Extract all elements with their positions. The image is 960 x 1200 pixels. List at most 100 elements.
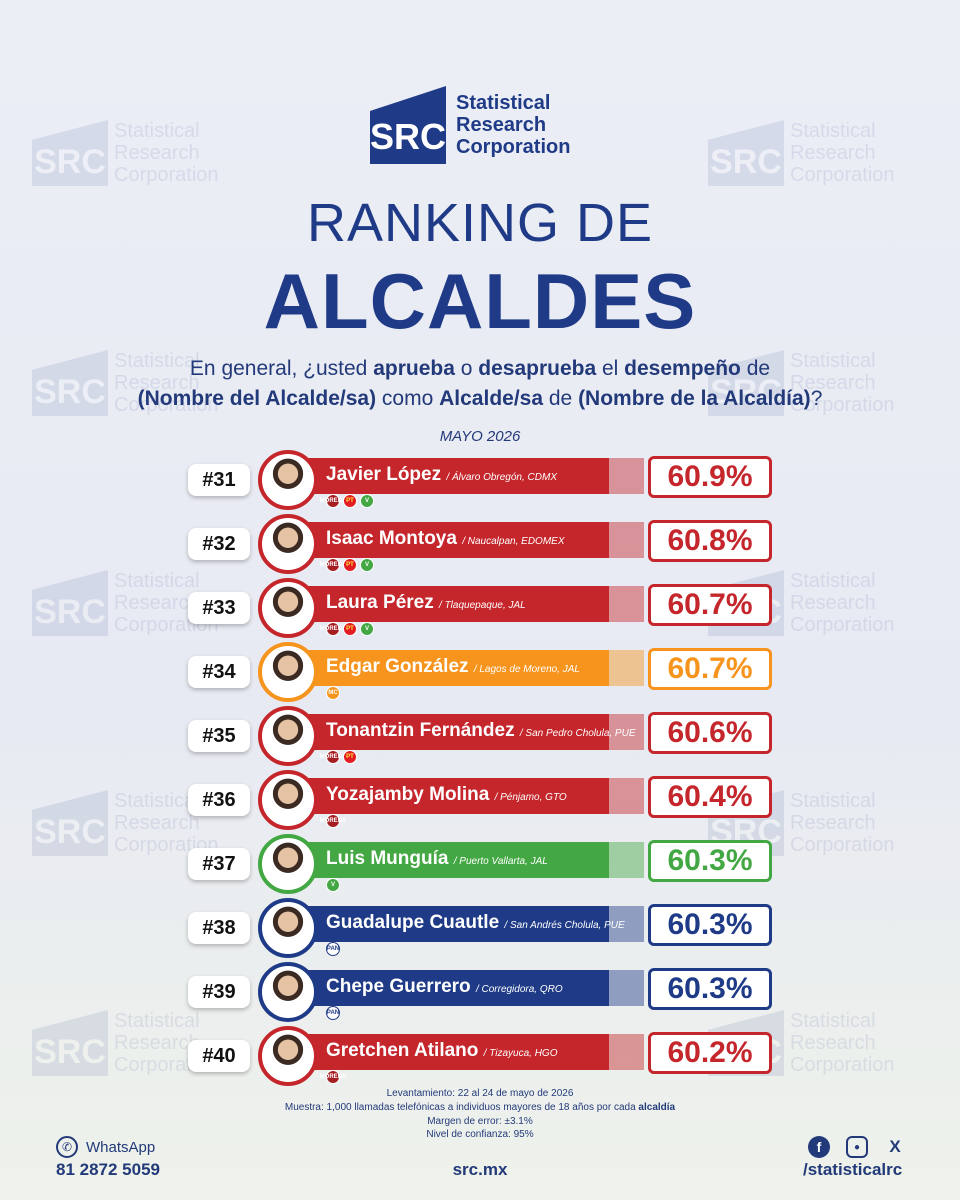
approval-percentage: 60.3%: [648, 904, 772, 946]
party-pan-icon: PAN: [326, 1006, 340, 1020]
mayor-location: / Puerto Vallarta, JAL: [453, 856, 548, 867]
mayor-name: Tonantzin Fernández: [326, 720, 515, 741]
party-logos: MORENA: [320, 814, 346, 828]
mayor-location: / Tlaquepaque, JAL: [439, 600, 526, 611]
approval-bar: Gretchen Atilano / Tizayuca, HGO: [290, 1034, 644, 1070]
src-logo: SRC Statistical Research Corporation: [370, 86, 570, 164]
logo-mark: SRC: [370, 86, 446, 164]
rank-badge: #35: [188, 720, 250, 752]
rank-badge: #36: [188, 784, 250, 816]
mayor-location: / San Pedro Cholula, PUE: [519, 728, 636, 739]
mayor-location: / Tizayuca, HGO: [483, 1048, 558, 1059]
rank-badge: #33: [188, 592, 250, 624]
mayor-location: / Naucalpan, EDOMEX: [462, 536, 565, 547]
avatar: [258, 450, 318, 510]
ranking-row: #34 Edgar González / Lagos de Moreno, JA…: [0, 640, 960, 704]
avatar: [258, 578, 318, 638]
rank-badge: #40: [188, 1040, 250, 1072]
survey-dates: Levantamiento: 22 al 24 de mayo de 2026: [386, 1088, 574, 1099]
approval-percentage: 60.6%: [648, 712, 772, 754]
avatar: [258, 770, 318, 830]
approval-bar: Tonantzin Fernández / San Pedro Cholula,…: [290, 714, 644, 750]
website-link[interactable]: src.mx: [452, 1160, 508, 1179]
approval-percentage: 60.3%: [648, 968, 772, 1010]
party-logos: PAN: [326, 1006, 340, 1020]
avatar: [258, 898, 318, 958]
party-pvem-icon: V: [326, 878, 340, 892]
whatsapp-contact[interactable]: ✆ WhatsApp: [56, 1136, 155, 1158]
avatar: [258, 514, 318, 574]
party-pt-icon: PT: [343, 494, 357, 508]
approval-bar: Chepe Guerrero / Corregidora, QRO: [290, 970, 644, 1006]
mayor-location: / San Andrés Cholula, PUE: [504, 920, 625, 931]
title-line1: RANKING DE: [306, 193, 654, 253]
phone-number[interactable]: 81 2872 5059: [56, 1160, 160, 1179]
party-pvem-icon: V: [360, 558, 374, 572]
title-line2: ALCALDES: [263, 257, 697, 345]
approval-bar: Luis Munguía / Puerto Vallarta, JAL: [290, 842, 644, 878]
party-morena-icon: MORENA: [320, 558, 346, 572]
approval-percentage: 60.7%: [648, 648, 772, 690]
mayor-name: Guadalupe Cuautle: [326, 912, 500, 933]
rank-badge: #38: [188, 912, 250, 944]
party-mc-icon: MC: [326, 686, 340, 700]
mayor-name: Isaac Montoya: [326, 528, 457, 549]
ranking-row: #38 Guadalupe Cuautle / San Andrés Cholu…: [0, 896, 960, 960]
avatar: [258, 642, 318, 702]
party-logos: MORENA PT V: [320, 494, 374, 508]
party-morena-icon: MORENA: [320, 750, 346, 764]
approval-percentage: 60.8%: [648, 520, 772, 562]
facebook-icon[interactable]: f: [808, 1136, 830, 1158]
party-morena-icon: MORENA: [320, 1070, 346, 1084]
approval-bar: Edgar González / Lagos de Moreno, JAL: [290, 650, 644, 686]
mayor-name: Edgar González: [326, 656, 469, 677]
ranking-row: #32 Isaac Montoya / Naucalpan, EDOMEX MO…: [0, 512, 960, 576]
survey-sample: Muestra: 1,000 llamadas telefónicas a in…: [284, 1102, 676, 1113]
mayor-name: Laura Pérez: [326, 592, 434, 613]
rank-badge: #39: [188, 976, 250, 1008]
ranking-row: #36 Yozajamby Molina / Pénjamo, GTO MORE…: [0, 768, 960, 832]
party-logos: MORENA: [320, 1070, 346, 1084]
party-pt-icon: PT: [343, 558, 357, 572]
ranking-row: #39 Chepe Guerrero / Corregidora, QRO PA…: [0, 960, 960, 1024]
party-logos: MORENA PT V: [320, 558, 374, 572]
mayor-name: Yozajamby Molina: [326, 784, 490, 805]
avatar: [258, 962, 318, 1022]
approval-bar: Laura Pérez / Tlaquepaque, JAL: [290, 586, 644, 622]
party-logos: PAN: [326, 942, 340, 956]
mayor-location: / Corregidora, QRO: [475, 984, 563, 995]
party-logos: MORENA PT: [320, 750, 357, 764]
whatsapp-label: WhatsApp: [86, 1138, 156, 1156]
party-pt-icon: PT: [343, 622, 357, 636]
approval-percentage: 60.4%: [648, 776, 772, 818]
social-handle[interactable]: /statisticalrc: [803, 1160, 903, 1179]
mayor-name: Luis Munguía: [326, 848, 449, 869]
mayor-location: / Lagos de Moreno, JAL: [473, 664, 580, 675]
instagram-icon[interactable]: ●: [846, 1136, 868, 1158]
ranking-row: #35 Tonantzin Fernández / San Pedro Chol…: [0, 704, 960, 768]
party-pvem-icon: V: [360, 494, 374, 508]
whatsapp-icon: ✆: [56, 1136, 78, 1158]
confidence-level: Nivel de confianza: 95%: [426, 1129, 534, 1140]
approval-percentage: 60.2%: [648, 1032, 772, 1074]
party-logos: MC: [326, 686, 340, 700]
x-icon[interactable]: X: [889, 1137, 901, 1156]
approval-bar: Isaac Montoya / Naucalpan, EDOMEX: [290, 522, 644, 558]
approval-bar: Javier López / Álvaro Obregón, CDMX: [290, 458, 644, 494]
survey-question: En general, ¿usted aprueba o desaprueba …: [137, 357, 823, 410]
ranking-row: #33 Laura Pérez / Tlaquepaque, JAL MOREN…: [0, 576, 960, 640]
party-pt-icon: PT: [343, 750, 357, 764]
mayor-name: Javier López: [326, 464, 442, 485]
mayor-name: Gretchen Atilano: [326, 1040, 479, 1061]
mayor-location: / Álvaro Obregón, CDMX: [446, 472, 557, 483]
approval-bar: Guadalupe Cuautle / San Andrés Cholula, …: [290, 906, 644, 942]
approval-percentage: 60.7%: [648, 584, 772, 626]
party-logos: MORENA PT V: [320, 622, 374, 636]
approval-percentage: 60.9%: [648, 456, 772, 498]
rank-badge: #37: [188, 848, 250, 880]
avatar: [258, 1026, 318, 1086]
mayor-name: Chepe Guerrero: [326, 976, 471, 997]
ranking-list: #31 Javier López / Álvaro Obregón, CDMX …: [0, 448, 960, 1088]
